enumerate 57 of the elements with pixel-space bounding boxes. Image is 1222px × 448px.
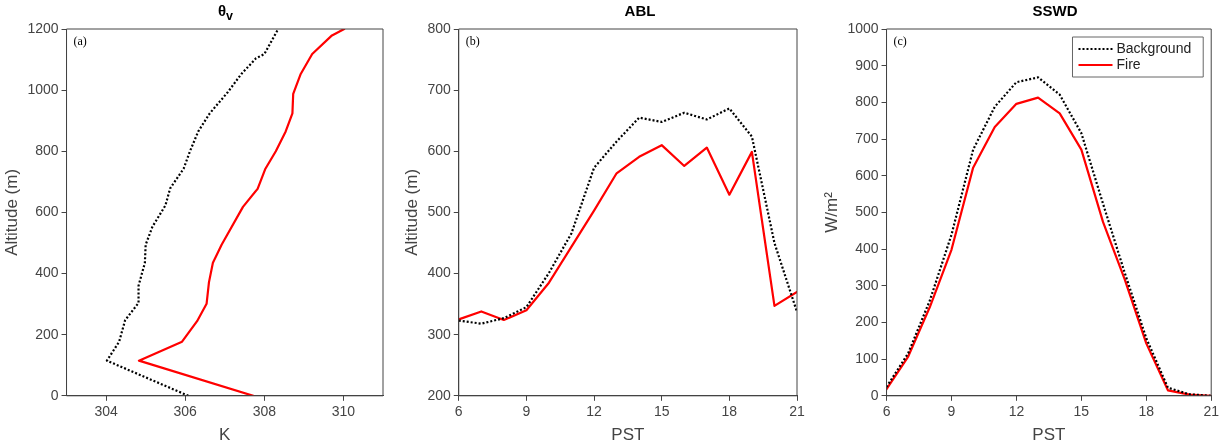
x-tick-label: 6 — [454, 403, 463, 420]
chart-title: ABL — [623, 2, 657, 19]
x-tick-label: 15 — [1073, 403, 1090, 420]
x-axis-title: K — [219, 425, 232, 445]
y-tick-label: 700 — [427, 80, 451, 97]
x-tick-label: 308 — [252, 403, 277, 420]
y-tick-label: 0 — [870, 386, 879, 403]
annotation: (b) — [465, 34, 480, 49]
y-tick-label: 200 — [427, 386, 451, 403]
y-tick-label: 800 — [35, 142, 59, 159]
x-tick-label: 18 — [1138, 403, 1155, 420]
y-tick-label: 800 — [427, 19, 451, 36]
y-tick-label: 700 — [855, 129, 879, 146]
y-axis-title: Altitude (m) — [401, 168, 421, 256]
x-tick-label: 306 — [173, 403, 198, 420]
x-tick-label: 9 — [522, 403, 531, 420]
x-axis-title: PST — [1032, 425, 1066, 445]
y-tick-label: 600 — [35, 203, 59, 220]
y-tick-label: 100 — [855, 349, 879, 366]
y-tick-label: 300 — [855, 276, 879, 293]
chart-title: θ$_{v}$ — [216, 2, 235, 23]
y-tick-label: 600 — [427, 142, 451, 159]
legend-label: Fire — [1116, 55, 1141, 72]
x-tick-label: 15 — [653, 403, 670, 420]
y-tick-label: 1000 — [847, 19, 879, 36]
y-tick-label: 400 — [855, 239, 879, 256]
x-tick-label: 12 — [586, 403, 603, 420]
line-series — [105, 29, 280, 396]
y-tick-label: 400 — [35, 264, 59, 281]
x-tick-label: 304 — [94, 403, 118, 420]
y-tick-label: 200 — [855, 313, 879, 330]
x-tick-label: 6 — [882, 403, 891, 420]
y-tick-label: 0 — [50, 386, 59, 403]
line-series — [458, 107, 797, 325]
x-axis-title: PST — [611, 425, 645, 445]
x-tick-label: 21 — [1203, 403, 1220, 420]
y-tick-label: 200 — [35, 325, 59, 342]
y-axis-title: W/m² — [821, 191, 841, 233]
y-tick-label: 500 — [427, 203, 451, 220]
y-tick-label: 600 — [855, 166, 879, 183]
y-tick-label: 1200 — [27, 19, 59, 36]
y-tick-label: 500 — [855, 203, 879, 220]
y-axis-title: Altitude (m) — [1, 168, 21, 256]
y-tick-label: 300 — [427, 325, 451, 342]
legend-label: Background — [1116, 39, 1192, 56]
y-tick-label: 400 — [427, 264, 451, 281]
x-tick-label: 12 — [1008, 403, 1025, 420]
x-tick-label: 9 — [947, 403, 956, 420]
annotation: (c) — [893, 34, 907, 49]
y-tick-label: 800 — [855, 93, 879, 110]
y-tick-label: 900 — [855, 56, 879, 73]
x-tick-label: 310 — [331, 403, 356, 420]
annotation: (a) — [73, 34, 87, 49]
x-tick-label: 21 — [789, 403, 805, 420]
y-tick-label: 1000 — [27, 80, 59, 97]
x-tick-label: 18 — [721, 403, 738, 420]
chart-title: SSWD — [1031, 2, 1079, 19]
